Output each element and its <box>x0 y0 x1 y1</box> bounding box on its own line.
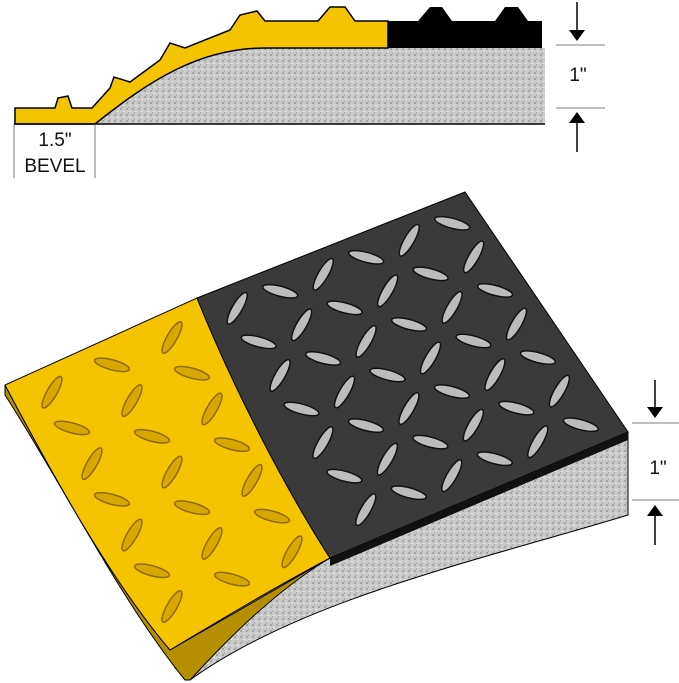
tread-diamond <box>462 408 485 442</box>
cross-section: 1.5" BEVEL 1" <box>13 2 605 178</box>
tread-diamond <box>347 418 385 434</box>
tread-diamond <box>241 463 263 497</box>
tread-diamond <box>412 434 449 450</box>
tread-diamond <box>548 374 571 408</box>
tread-diamond <box>398 223 420 257</box>
tread-diamond <box>253 508 291 524</box>
tread-diamond <box>53 420 91 436</box>
tread-diamond <box>398 392 420 426</box>
tread-diamond <box>41 375 63 409</box>
black-top-surface <box>196 191 629 559</box>
tread-diamond <box>312 257 334 291</box>
diamond-tread-pattern <box>41 215 599 624</box>
tread-diamond <box>376 274 399 308</box>
tread-diamond <box>455 333 492 349</box>
tread-diamond <box>390 316 428 332</box>
arrow-up-icon <box>647 505 663 516</box>
tread-diamond <box>348 249 385 265</box>
tread-diamond <box>283 401 320 417</box>
tread-diamond <box>121 384 143 418</box>
tread-diamond <box>121 518 143 552</box>
tread-diamond <box>290 308 313 342</box>
tread-diamond <box>498 400 535 416</box>
tread-diamond <box>262 283 299 299</box>
tread-diamond <box>355 324 377 358</box>
tread-diamond <box>201 526 223 560</box>
tread-diamond <box>173 365 211 381</box>
mat-3d: 1" <box>4 191 679 681</box>
tread-diamond <box>161 589 183 624</box>
tread-diamond <box>81 447 103 481</box>
foam-core <box>95 48 545 124</box>
tread-diamond <box>240 334 277 350</box>
mat-thickness-label: 1" <box>649 458 666 479</box>
tread-diamond <box>441 290 463 324</box>
tread-diamond <box>476 451 513 467</box>
tread-diamond <box>484 358 506 392</box>
tread-diamond <box>462 240 485 274</box>
bevel-width-label: 1.5" <box>38 130 71 151</box>
tread-diamond <box>161 320 183 355</box>
tread-diamond <box>326 300 363 316</box>
tread-diamond <box>133 428 171 444</box>
tread-diamond <box>312 426 334 460</box>
tread-diamond <box>281 535 303 569</box>
tread-diamond <box>201 392 223 426</box>
tread-diamond <box>390 485 427 501</box>
tread-diamond <box>326 468 363 484</box>
tread-diamond <box>376 442 399 476</box>
tread-diamond <box>441 459 463 493</box>
tread-diamond <box>173 500 211 516</box>
tread-diamond <box>419 341 442 375</box>
tread-diamond <box>93 357 131 373</box>
tread-diamond <box>304 350 342 366</box>
black-top-layer <box>388 7 542 48</box>
tread-diamond <box>476 282 514 298</box>
tread-diamond <box>133 563 171 579</box>
tread-diamond <box>93 491 131 507</box>
tread-diamond <box>562 417 599 433</box>
tread-diamond <box>213 571 251 587</box>
arrow-down-icon <box>569 30 585 41</box>
tread-diamond <box>412 266 449 282</box>
thickness-label: 1" <box>569 65 586 86</box>
arrow-down-icon <box>647 407 663 418</box>
tread-diamond <box>355 493 377 527</box>
tread-diamond <box>161 455 183 489</box>
tread-diamond <box>213 437 251 453</box>
tread-diamond <box>433 384 471 400</box>
tread-diamond <box>333 375 356 409</box>
tread-diamond <box>434 215 471 231</box>
tread-diamond <box>269 358 291 392</box>
tread-diamond <box>527 425 549 459</box>
tread-diamond <box>519 350 557 366</box>
arrow-up-icon <box>569 112 585 123</box>
bevel-label: BEVEL <box>24 156 85 177</box>
tread-diamond <box>226 291 248 325</box>
tread-diamond <box>369 367 406 383</box>
tread-diamond <box>505 307 528 341</box>
